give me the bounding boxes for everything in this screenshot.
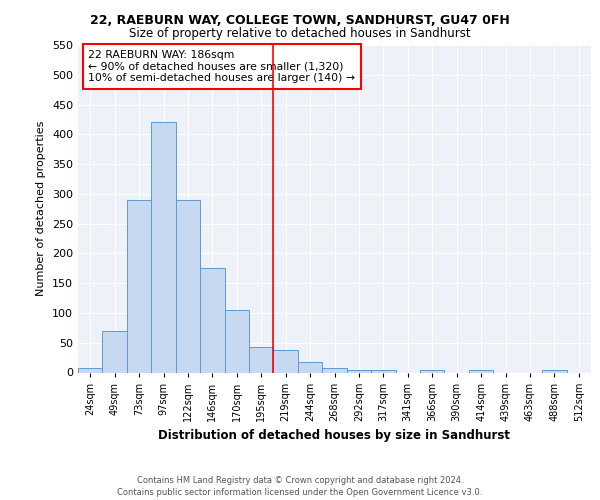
Bar <box>176 200 200 372</box>
Text: Contains HM Land Registry data © Crown copyright and database right 2024.: Contains HM Land Registry data © Crown c… <box>137 476 463 485</box>
Bar <box>200 268 224 372</box>
Bar <box>127 200 151 372</box>
Bar <box>298 362 322 372</box>
X-axis label: Distribution of detached houses by size in Sandhurst: Distribution of detached houses by size … <box>158 429 511 442</box>
Bar <box>103 331 127 372</box>
Bar <box>322 368 347 372</box>
Text: Contains public sector information licensed under the Open Government Licence v3: Contains public sector information licen… <box>118 488 482 497</box>
Bar <box>371 370 395 372</box>
Bar <box>224 310 249 372</box>
Y-axis label: Number of detached properties: Number of detached properties <box>37 121 46 296</box>
Bar <box>469 370 493 372</box>
Bar <box>347 370 371 372</box>
Bar <box>274 350 298 372</box>
Text: 22, RAEBURN WAY, COLLEGE TOWN, SANDHURST, GU47 0FH: 22, RAEBURN WAY, COLLEGE TOWN, SANDHURST… <box>90 14 510 27</box>
Text: Size of property relative to detached houses in Sandhurst: Size of property relative to detached ho… <box>129 28 471 40</box>
Bar <box>420 370 445 372</box>
Bar <box>78 368 103 372</box>
Bar <box>151 122 176 372</box>
Bar <box>542 370 566 372</box>
Bar <box>249 348 274 372</box>
Text: 22 RAEBURN WAY: 186sqm
← 90% of detached houses are smaller (1,320)
10% of semi-: 22 RAEBURN WAY: 186sqm ← 90% of detached… <box>88 50 355 83</box>
